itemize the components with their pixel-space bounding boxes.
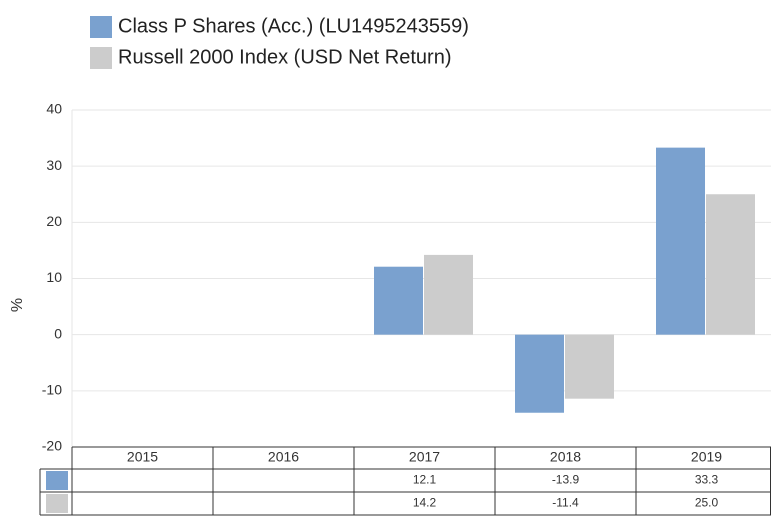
y-tick-label: 40 xyxy=(46,101,62,117)
legend-label: Class P Shares (Acc.) (LU1495243559) xyxy=(118,15,469,37)
table-value: 12.1 xyxy=(413,473,437,487)
bar xyxy=(374,266,423,335)
table-swatch xyxy=(46,494,68,513)
table-value: -13.9 xyxy=(552,473,580,487)
y-tick-label: 0 xyxy=(54,325,62,341)
legend-swatch xyxy=(90,47,112,69)
x-tick-label: 2019 xyxy=(691,449,722,465)
x-tick-label: 2018 xyxy=(550,449,581,465)
bar xyxy=(706,194,755,335)
x-tick-label: 2015 xyxy=(127,449,158,465)
table-swatch xyxy=(46,471,68,490)
y-tick-label: -10 xyxy=(42,382,62,398)
bar xyxy=(656,147,705,335)
table-value: 25.0 xyxy=(695,496,719,510)
bar xyxy=(424,254,473,335)
table-value: -11.4 xyxy=(552,496,579,510)
table-value: 33.3 xyxy=(695,473,719,487)
y-axis-label: % xyxy=(9,298,26,312)
y-tick-label: 10 xyxy=(46,269,62,285)
x-tick-label: 2016 xyxy=(268,449,299,465)
legend-label: Russell 2000 Index (USD Net Return) xyxy=(118,46,451,68)
y-tick-label: 30 xyxy=(46,157,62,173)
table-value: 14.2 xyxy=(413,496,437,510)
y-tick-label: -20 xyxy=(42,438,62,454)
y-tick-label: 20 xyxy=(46,213,62,229)
bar xyxy=(565,334,614,399)
x-tick-label: 2017 xyxy=(409,449,440,465)
bar xyxy=(515,334,564,413)
legend-swatch xyxy=(90,16,112,38)
